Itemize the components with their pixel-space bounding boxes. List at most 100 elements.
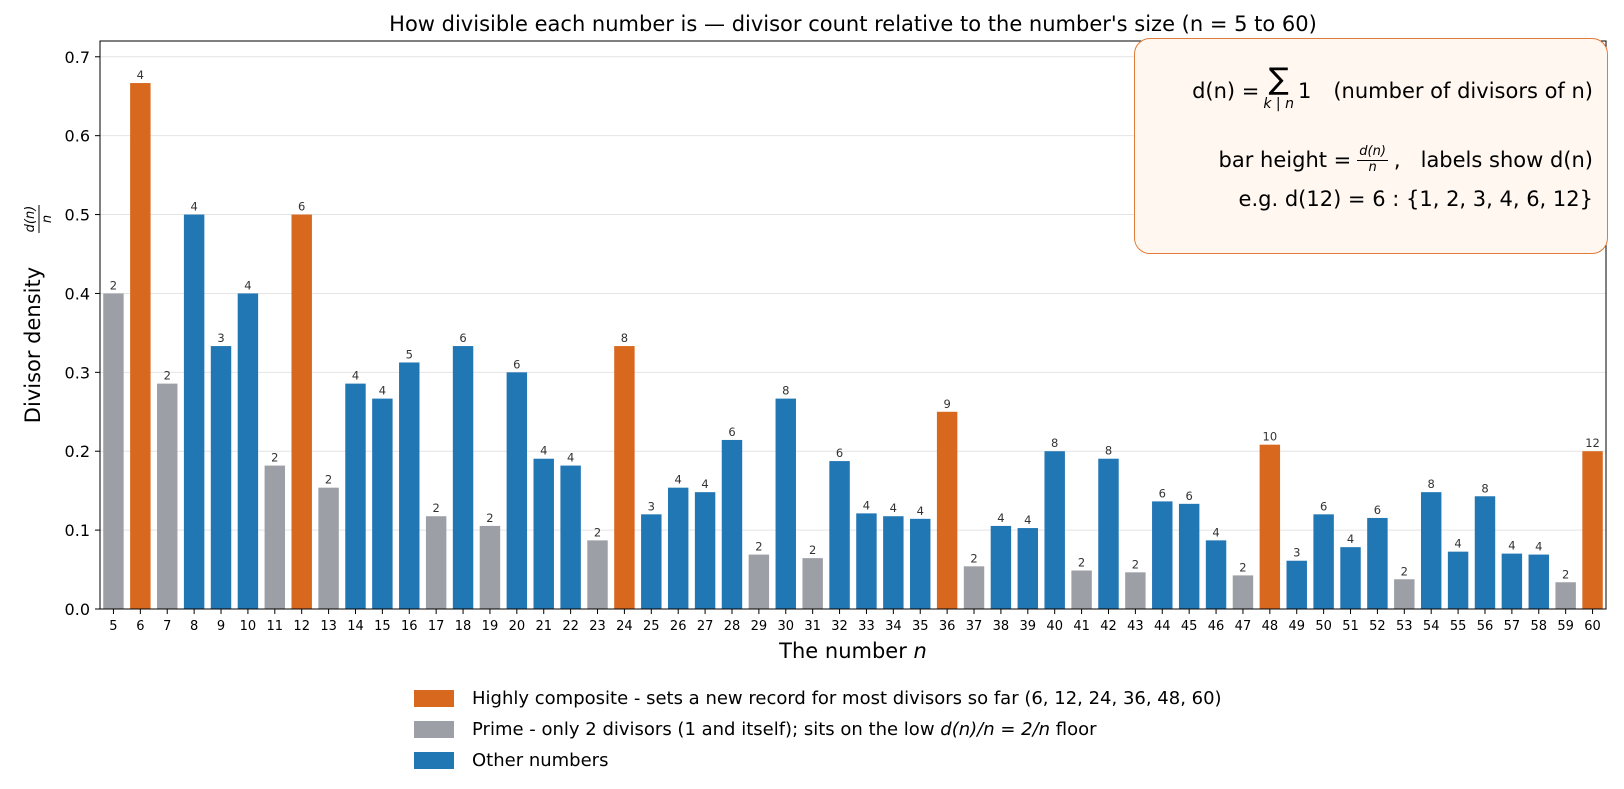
bar-33 bbox=[856, 513, 877, 609]
x-tick-label-23: 23 bbox=[589, 619, 606, 634]
x-tick-label-6: 6 bbox=[136, 619, 144, 634]
bar-9 bbox=[210, 346, 232, 609]
value-label-59: 2 bbox=[1562, 567, 1569, 581]
value-label-39: 4 bbox=[1024, 513, 1031, 527]
x-tick-label-44: 44 bbox=[1154, 619, 1171, 634]
value-label-15: 4 bbox=[379, 384, 386, 398]
bar-43 bbox=[1125, 572, 1146, 609]
value-label-27: 4 bbox=[701, 477, 708, 491]
y-axis-ticks: 0.0 0.1 0.2 0.3 0.4 0.5 0.6 0.7 bbox=[65, 48, 100, 619]
x-tick-label-13: 13 bbox=[320, 619, 337, 634]
bar-15 bbox=[372, 398, 393, 609]
legend-swatch-highly-composite bbox=[414, 690, 454, 707]
value-label-54: 8 bbox=[1428, 477, 1435, 491]
x-tick-label-51: 51 bbox=[1342, 619, 1359, 634]
value-label-60: 12 bbox=[1585, 436, 1600, 450]
x-tick-label-57: 57 bbox=[1504, 619, 1521, 634]
bar-8 bbox=[183, 214, 205, 610]
value-label-28: 6 bbox=[728, 425, 735, 439]
bar-34 bbox=[883, 516, 904, 609]
x-tick-label-31: 31 bbox=[804, 619, 821, 634]
bar-32 bbox=[829, 461, 850, 609]
bar-45 bbox=[1178, 503, 1200, 609]
formula-line-example: e.g. d(12) = 6 : {1, 2, 3, 4, 6, 12} bbox=[1238, 187, 1593, 211]
bar-52 bbox=[1367, 517, 1388, 609]
value-label-50: 6 bbox=[1320, 499, 1327, 513]
bar-56 bbox=[1474, 496, 1496, 609]
formula-lhs: d(n) = bbox=[1192, 79, 1260, 103]
bar-38 bbox=[990, 525, 1012, 609]
x-axis-ticks: 5 6 7 8 9 10 11 12 13 14 15 16 17 18 19 20 21 22 23 24 25 26 2… bbox=[109, 609, 1601, 634]
value-label-8: 4 bbox=[190, 200, 197, 214]
formula-line-definition: d(n) = ∑ k | n 1 (number of divisors of … bbox=[1145, 65, 1593, 129]
formula-annotation-box: d(n) = ∑ k | n 1 (number of divisors of … bbox=[1134, 38, 1608, 254]
bar-22 bbox=[560, 465, 581, 609]
bar-47 bbox=[1232, 575, 1254, 609]
bar-height-fraction-numerator: d(n) bbox=[1357, 144, 1388, 161]
value-label-49: 3 bbox=[1293, 546, 1300, 560]
bar-5 bbox=[103, 293, 124, 609]
x-tick-label-48: 48 bbox=[1262, 619, 1279, 634]
x-tick-label-42: 42 bbox=[1100, 619, 1117, 634]
bar-50 bbox=[1313, 514, 1334, 609]
bar-12 bbox=[291, 214, 312, 610]
value-label-16: 5 bbox=[406, 347, 413, 361]
x-tick-label-29: 29 bbox=[751, 619, 768, 634]
bar-53 bbox=[1394, 579, 1415, 609]
legend-item-other: Other numbers bbox=[414, 745, 1222, 776]
value-label-46: 4 bbox=[1212, 525, 1219, 539]
bar-14 bbox=[345, 383, 366, 609]
x-tick-label-59: 59 bbox=[1557, 619, 1574, 634]
value-label-47: 2 bbox=[1239, 560, 1246, 574]
bar-10 bbox=[237, 293, 259, 609]
value-label-42: 8 bbox=[1105, 444, 1112, 458]
x-tick-label-53: 53 bbox=[1396, 619, 1413, 634]
chart-title: How divisible each number is — divisor c… bbox=[389, 12, 1317, 36]
legend-label-highly-composite: Highly composite - sets a new record for… bbox=[472, 688, 1222, 709]
bar-height-suffix: , labels show d(n) bbox=[1393, 148, 1593, 172]
y-tick-label: 0.3 bbox=[65, 363, 90, 382]
bar-25 bbox=[641, 514, 662, 609]
bar-57 bbox=[1501, 553, 1523, 609]
bar-19 bbox=[479, 525, 501, 609]
bar-27 bbox=[694, 492, 716, 609]
legend-label-prime-math: d(n)/n = 2/n bbox=[940, 719, 1051, 740]
x-tick-label-10: 10 bbox=[240, 619, 257, 634]
y-tick-label: 0.7 bbox=[65, 48, 90, 67]
x-axis-label: The number n bbox=[778, 639, 927, 663]
y-tick-label: 0.2 bbox=[65, 442, 90, 461]
y-tick-label: 0.1 bbox=[65, 521, 90, 540]
x-tick-label-34: 34 bbox=[885, 619, 902, 634]
bar-16 bbox=[399, 362, 420, 609]
value-label-35: 4 bbox=[917, 504, 924, 518]
bar-39 bbox=[1017, 528, 1039, 609]
y-tick-label: 0.5 bbox=[65, 206, 90, 225]
x-tick-label-22: 22 bbox=[562, 619, 579, 634]
bar-40 bbox=[1044, 451, 1065, 609]
value-label-44: 6 bbox=[1159, 486, 1166, 500]
bar-26 bbox=[667, 487, 689, 609]
bar-55 bbox=[1447, 551, 1469, 609]
x-tick-label-35: 35 bbox=[912, 619, 929, 634]
x-tick-label-14: 14 bbox=[347, 619, 364, 634]
value-labels: 2 4 2 4 3 4 2 6 2 4 4 5 2 6 2 6 4 4 2 8 3 4 4 6 2 8 2 6 4 4 4 9 2 4 4 8 2 8 2 6… bbox=[110, 68, 1600, 581]
bar-54 bbox=[1420, 492, 1442, 609]
value-label-5: 2 bbox=[110, 278, 117, 292]
value-label-30: 8 bbox=[782, 384, 789, 398]
legend-label-prime-suffix: floor bbox=[1050, 719, 1097, 740]
x-tick-label-45: 45 bbox=[1181, 619, 1198, 634]
value-label-11: 2 bbox=[271, 451, 278, 465]
y-axis-label: Divisor density d(n) n bbox=[21, 205, 55, 423]
y-axis-label-text: Divisor density bbox=[21, 267, 45, 423]
x-tick-label-26: 26 bbox=[670, 619, 687, 634]
bar-46 bbox=[1205, 540, 1227, 609]
value-label-56: 8 bbox=[1481, 481, 1488, 495]
bar-41 bbox=[1071, 570, 1092, 609]
bar-24 bbox=[614, 346, 635, 609]
x-tick-label-25: 25 bbox=[643, 619, 660, 634]
bar-59 bbox=[1555, 582, 1576, 609]
x-tick-label-41: 41 bbox=[1073, 619, 1090, 634]
formula-note: (number of divisors of n) bbox=[1333, 79, 1593, 103]
bar-49 bbox=[1286, 560, 1307, 609]
bars bbox=[103, 83, 1603, 610]
